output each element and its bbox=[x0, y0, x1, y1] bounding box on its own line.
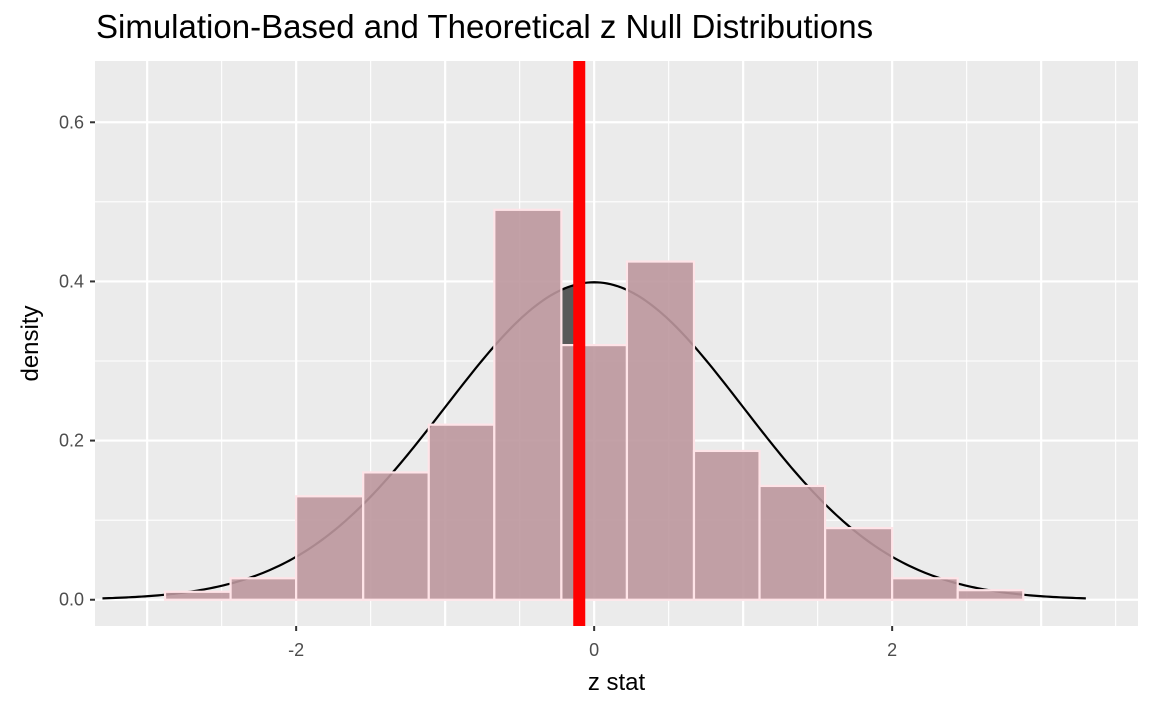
histogram-bar bbox=[493, 208, 563, 601]
histogram-bar bbox=[163, 590, 232, 601]
histogram-bar bbox=[625, 260, 696, 601]
histogram-bar bbox=[758, 484, 827, 601]
histogram-bar bbox=[427, 423, 496, 601]
y-tick-label: 0.2 bbox=[59, 431, 84, 451]
histogram-bar bbox=[362, 471, 430, 601]
x-tick-label: 2 bbox=[887, 640, 897, 660]
x-axis-title: z stat bbox=[588, 669, 646, 696]
histogram-bar bbox=[229, 577, 298, 601]
histogram-bar bbox=[956, 589, 1025, 601]
y-tick-label: 0.0 bbox=[59, 590, 84, 610]
histogram-bar bbox=[891, 577, 959, 601]
histogram-bar bbox=[560, 343, 629, 601]
chart-title: Simulation-Based and Theoretical z Null … bbox=[96, 8, 874, 45]
x-tick-label: -2 bbox=[288, 640, 304, 660]
histogram-bar bbox=[823, 527, 894, 601]
histogram-bar bbox=[295, 495, 365, 601]
theoretical-density-curve bbox=[102, 281, 1086, 600]
y-tick-label: 0.6 bbox=[59, 112, 84, 132]
histogram-bar bbox=[692, 449, 761, 601]
y-axis-title: density bbox=[17, 305, 44, 381]
x-tick-label: 0 bbox=[589, 640, 599, 660]
y-tick-label: 0.4 bbox=[59, 271, 84, 291]
